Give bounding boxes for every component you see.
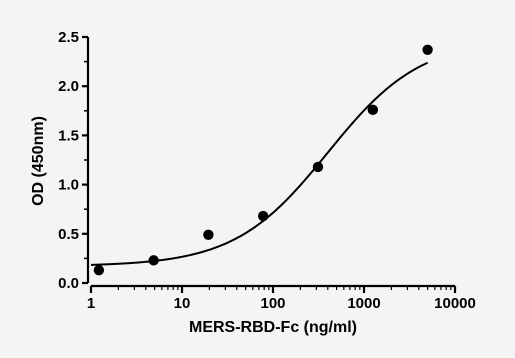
y-tick-label: 1.5 xyxy=(58,127,79,144)
data-point xyxy=(203,229,214,240)
y-tick-label: 1.0 xyxy=(58,177,79,194)
data-point xyxy=(367,104,379,116)
y-tick-label: 0.5 xyxy=(58,226,79,243)
data-points xyxy=(93,44,433,276)
y-tick-label: 2.0 xyxy=(58,78,79,95)
x-tick-label: 100 xyxy=(260,295,285,312)
fit-curve-group xyxy=(90,61,429,266)
data-point xyxy=(422,44,433,55)
x-axis-label: MERS-RBD-Fc (ng/ml) xyxy=(189,319,357,336)
x-tick-label: 10000 xyxy=(434,295,476,312)
y-tick-label: 2.5 xyxy=(58,29,79,46)
y-tick-label: 0.0 xyxy=(58,275,79,292)
x-tick-label: 1000 xyxy=(347,295,380,312)
axes: 0.0 0.5 1.0 1.5 2.0 2.5 1 10 100 1000 10000 xyxy=(58,29,476,312)
data-point xyxy=(312,161,324,173)
x-tick-label: 10 xyxy=(174,295,191,312)
data-point xyxy=(93,265,105,276)
fit-curve xyxy=(90,61,429,266)
x-tick-label: 1 xyxy=(87,295,95,312)
data-point xyxy=(148,255,159,266)
y-axis-label: OD (450nm) xyxy=(30,116,47,206)
data-point xyxy=(257,210,269,222)
